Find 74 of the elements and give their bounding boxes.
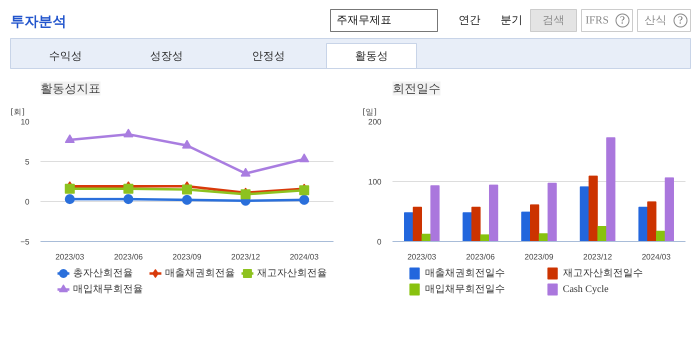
point	[123, 194, 134, 204]
y-axis-title: [회]	[10, 108, 25, 116]
y-axis-title: [일]	[362, 108, 377, 116]
y-tick-label: 10	[20, 118, 30, 126]
text: 주재무제표	[336, 14, 392, 26]
chart-title: 활동성지표	[40, 82, 100, 96]
point	[299, 153, 310, 162]
bar	[548, 182, 557, 242]
y-tick-label: 0	[25, 198, 30, 206]
bar	[404, 212, 414, 242]
legend-label: 매출채권회전율	[164, 268, 235, 279]
y-tick-label: 100	[368, 178, 382, 186]
point	[299, 194, 310, 205]
bar	[462, 212, 472, 242]
legend-label: 재고자산회전율	[256, 268, 327, 279]
text: 연간	[458, 14, 480, 26]
chart-title: 회전일수	[392, 82, 440, 96]
y-tick-label: 200	[368, 118, 382, 126]
text: 활동성	[355, 50, 388, 62]
bar	[480, 234, 490, 242]
bar	[647, 201, 656, 242]
text: ?	[678, 14, 684, 26]
point	[182, 194, 192, 205]
bar	[597, 226, 607, 242]
bar	[588, 176, 598, 242]
x-tick-label: 2023/03	[407, 252, 437, 262]
legend-label: 재고자산회전일수	[562, 268, 643, 279]
bar	[530, 204, 540, 242]
text: 검색	[542, 14, 564, 26]
x-tick-label: 2023/12	[583, 252, 613, 262]
point	[240, 168, 251, 177]
y-tick-label: −5	[20, 238, 30, 246]
x-tick-label: 2023/12	[231, 252, 261, 262]
bar	[638, 206, 648, 242]
legend-label: 매입채무회전율	[72, 284, 143, 295]
x-tick-label: 2023/09	[524, 252, 554, 262]
x-tick-label: 2023/06	[114, 252, 144, 262]
bar	[538, 233, 548, 242]
x-tick-label: 2024/03	[290, 252, 320, 262]
point	[64, 194, 75, 204]
bar	[471, 206, 481, 242]
text: 분기	[500, 14, 522, 26]
y-tick-label: 5	[25, 158, 30, 166]
y-tick-label: 0	[377, 238, 382, 246]
bar	[521, 212, 530, 242]
bar	[580, 186, 590, 242]
text: 투자분석	[10, 15, 66, 30]
bar	[412, 206, 422, 242]
point	[123, 128, 134, 138]
legend-label: 매출채권회전일수	[424, 268, 505, 279]
bar	[606, 137, 616, 242]
legend-label: 매입채무회전일수	[424, 284, 505, 295]
x-tick-label: 2024/03	[642, 252, 672, 262]
bar	[488, 184, 498, 242]
legend-label: Cash Cycle	[562, 284, 610, 295]
bar	[656, 230, 666, 242]
bar	[664, 177, 674, 242]
point	[64, 184, 75, 194]
legend-label: 총자산회전율	[72, 268, 133, 279]
x-tick-label: 2023/03	[55, 252, 85, 262]
text: 수익성	[49, 50, 82, 62]
point	[64, 134, 75, 143]
text: 안정성	[252, 50, 285, 62]
text: IFRS	[586, 14, 609, 26]
bar	[430, 185, 440, 242]
bar	[422, 234, 431, 242]
point	[123, 184, 134, 194]
point	[182, 184, 192, 194]
text: ?	[620, 14, 626, 26]
text: 성장성	[150, 50, 183, 62]
point	[182, 140, 192, 149]
x-tick-label: 2023/09	[172, 252, 202, 262]
text: 산식	[644, 14, 666, 26]
x-tick-label: 2023/06	[466, 252, 496, 262]
